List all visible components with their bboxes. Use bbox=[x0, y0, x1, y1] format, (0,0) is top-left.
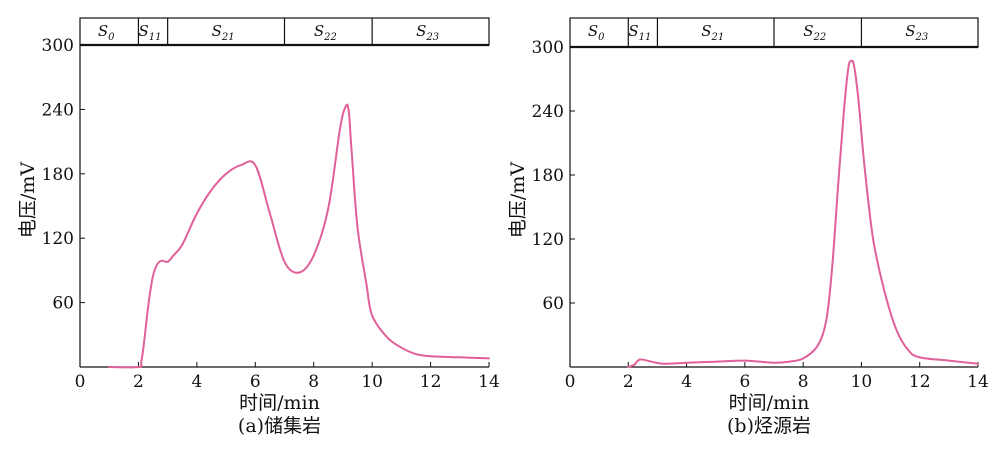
zone-label: S22 bbox=[314, 22, 337, 43]
x-tick-label: 12 bbox=[420, 372, 442, 392]
zone-label: S21 bbox=[212, 22, 235, 43]
x-tick-label: 2 bbox=[133, 372, 144, 392]
y-tick-label: 60 bbox=[52, 294, 74, 314]
zone-label: S0 bbox=[98, 22, 115, 43]
x-tick-label: 4 bbox=[681, 372, 692, 392]
y-tick-label: 300 bbox=[42, 36, 74, 56]
x-axis-label: 时间/min bbox=[729, 392, 810, 414]
x-tick-label: 6 bbox=[250, 372, 261, 392]
x-tick-label: 10 bbox=[361, 372, 383, 392]
y-tick-label: 240 bbox=[532, 102, 564, 122]
y-tick-label: 120 bbox=[42, 229, 74, 249]
zone-label: S11 bbox=[139, 22, 162, 43]
x-axis-label: 时间/min bbox=[239, 392, 320, 414]
y-tick-label: 180 bbox=[42, 165, 74, 185]
x-tick-label: 4 bbox=[191, 372, 202, 392]
x-tick-label: 8 bbox=[308, 372, 319, 392]
x-tick-label: 14 bbox=[967, 372, 989, 392]
x-tick-label: 14 bbox=[478, 372, 500, 392]
x-tick-label: 6 bbox=[739, 372, 750, 392]
zone-label: S23 bbox=[905, 22, 928, 43]
x-tick-label: 12 bbox=[909, 372, 931, 392]
panel-reservoir-rock: S0 S11 S21 S22 S23 0 2 4 6 8 10 12 14 60 120 180 240 300 时… bbox=[17, 17, 500, 437]
zone-label: S21 bbox=[701, 22, 724, 43]
y-axis-label: 电压/mV bbox=[507, 162, 529, 238]
zone-label: S22 bbox=[803, 22, 826, 43]
zone-label: S23 bbox=[416, 22, 439, 43]
y-tick-label: 240 bbox=[42, 100, 74, 120]
series-line bbox=[108, 103, 490, 369]
x-tick-label: 2 bbox=[623, 372, 634, 392]
series-line bbox=[627, 59, 979, 368]
y-tick-label: 180 bbox=[532, 166, 564, 186]
panel-caption: (b)烃源岩 bbox=[727, 415, 811, 437]
panel-caption: (a)储集岩 bbox=[238, 415, 321, 437]
y-tick-label: 300 bbox=[532, 38, 564, 58]
zone-label: S11 bbox=[628, 22, 651, 43]
y-tick-label: 120 bbox=[532, 230, 564, 250]
y-axis-label: 电压/mV bbox=[17, 162, 39, 238]
x-tick-label: 0 bbox=[75, 372, 86, 392]
x-tick-label: 8 bbox=[798, 372, 809, 392]
y-tick-label: 60 bbox=[542, 294, 564, 314]
zone-label: S0 bbox=[588, 22, 605, 43]
panel-source-rock: S0 S11 S21 S22 S23 0 2 4 6 8 10 12 14 60 120 180 240 300 时… bbox=[507, 17, 989, 437]
x-tick-label: 10 bbox=[851, 372, 873, 392]
x-tick-label: 0 bbox=[565, 372, 576, 392]
